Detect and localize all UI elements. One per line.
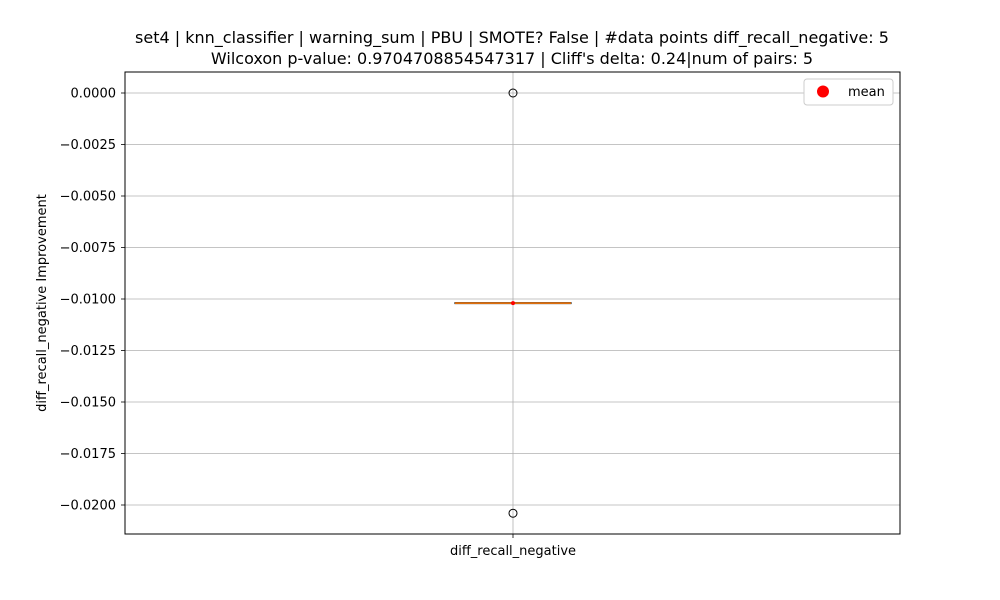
chart-title-line2: Wilcoxon p-value: 0.9704708854547317 | C… <box>211 49 813 68</box>
y-axis-ticks: 0.0000 −0.0025 −0.0050 −0.0075 −0.0100 −0.012… <box>60 87 125 514</box>
y-axis-label: diff_recall_negative Improvement <box>35 194 50 412</box>
outlier-point <box>508 508 518 518</box>
legend: mean <box>803 78 894 106</box>
y-tick-label: −0.0100 <box>60 293 116 308</box>
y-tick-label: −0.0025 <box>60 138 116 153</box>
x-tick-label: diff_recall_negative <box>450 544 576 559</box>
box-plot <box>454 88 572 518</box>
legend-mean-label: mean <box>848 85 885 100</box>
legend-mean-marker <box>817 85 829 98</box>
outlier-point <box>508 88 518 98</box>
y-tick-label: −0.0075 <box>60 241 116 256</box>
mean-marker <box>511 301 515 306</box>
y-tick-label: 0.0000 <box>71 87 117 102</box>
y-tick-label: −0.0050 <box>60 190 116 205</box>
y-tick-label: −0.0125 <box>60 344 116 359</box>
y-tick-label: −0.0200 <box>60 499 116 514</box>
y-tick-label: −0.0175 <box>60 447 116 462</box>
axes-frame <box>124 71 901 535</box>
grid-lines <box>125 72 900 534</box>
x-axis-ticks: diff_recall_negative <box>450 534 576 559</box>
legend-frame <box>803 78 894 106</box>
y-tick-label: −0.0150 <box>60 396 116 411</box>
chart-title-line1: set4 | knn_classifier | warning_sum | PB… <box>135 28 889 48</box>
